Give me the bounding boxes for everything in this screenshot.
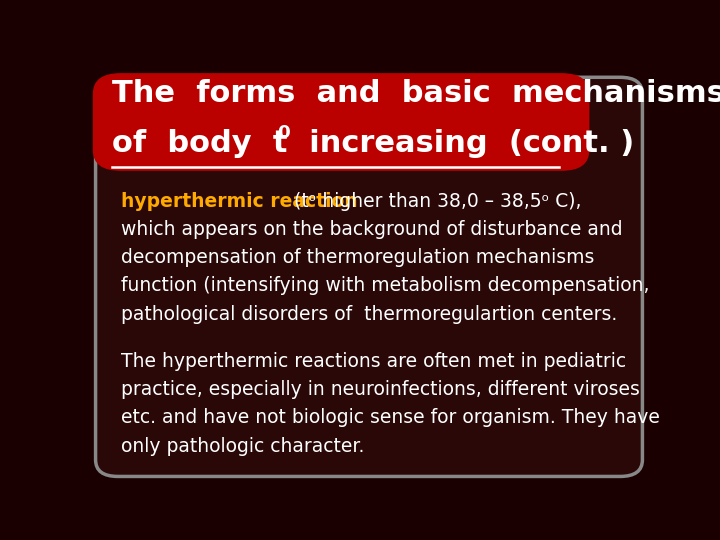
Text: which appears on the background of disturbance and: which appears on the background of distu… xyxy=(121,220,622,239)
Text: practice, especially in neuroinfections, different viroses: practice, especially in neuroinfections,… xyxy=(121,380,639,399)
Text: etc. and have not biologic sense for organism. They have: etc. and have not biologic sense for org… xyxy=(121,408,660,427)
FancyBboxPatch shape xyxy=(96,77,642,476)
Text: hyperthermic reaction: hyperthermic reaction xyxy=(121,192,357,211)
Text: (tᵒ higher than 38,0 – 38,5ᵒ C),: (tᵒ higher than 38,0 – 38,5ᵒ C), xyxy=(288,192,582,211)
Text: 0: 0 xyxy=(277,124,289,142)
Text: function (intensifying with metabolism decompensation,: function (intensifying with metabolism d… xyxy=(121,276,649,295)
Text: The hyperthermic reactions are often met in pediatric: The hyperthermic reactions are often met… xyxy=(121,352,626,370)
Text: decompensation of thermoregulation mechanisms: decompensation of thermoregulation mecha… xyxy=(121,248,594,267)
Text: of  body  t: of body t xyxy=(112,129,288,158)
Text: only pathologic character.: only pathologic character. xyxy=(121,436,364,456)
FancyBboxPatch shape xyxy=(93,73,590,171)
Text: pathological disorders of  thermoregulartion centers.: pathological disorders of thermoregulart… xyxy=(121,305,617,323)
Text: increasing  (cont. ): increasing (cont. ) xyxy=(288,129,634,158)
Text: The  forms  and  basic  mechanisms: The forms and basic mechanisms xyxy=(112,79,720,109)
